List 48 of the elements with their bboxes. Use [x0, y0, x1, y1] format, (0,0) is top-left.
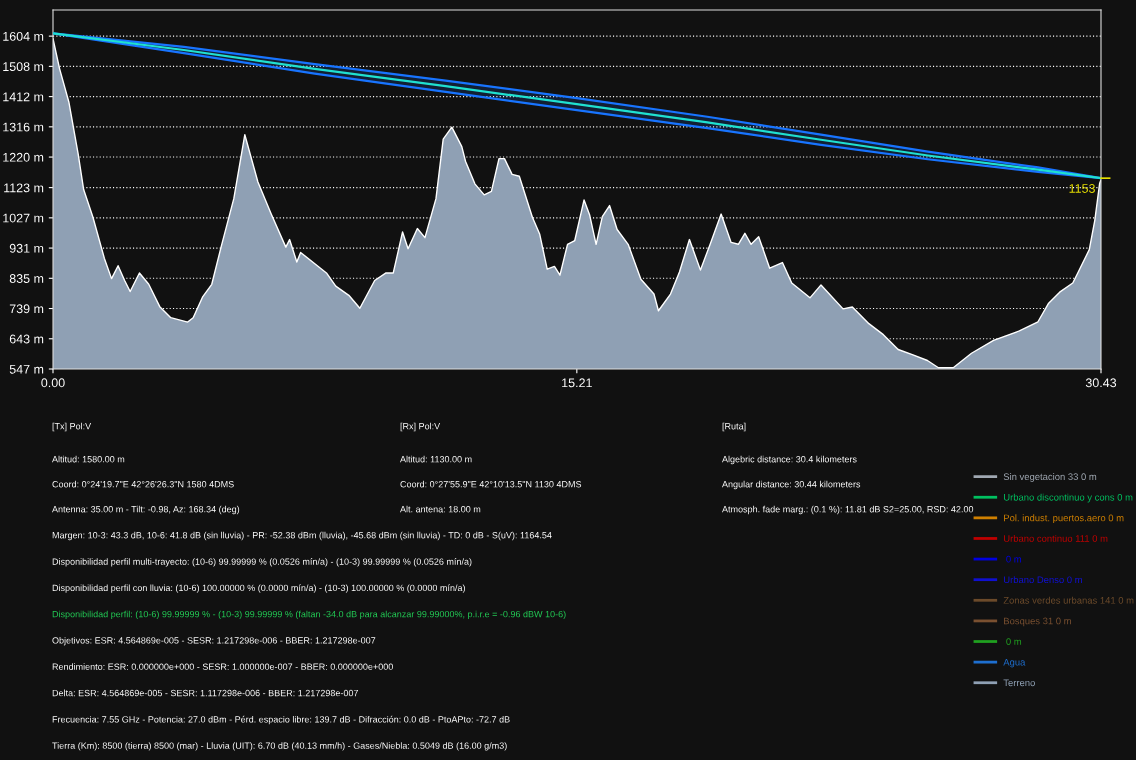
legend-label: 0 m — [1006, 638, 1022, 645]
x-tick-label: 0.00 — [41, 378, 65, 388]
y-tick-label: 1412 m — [3, 92, 44, 102]
legend-label: Urbano discontinuo y cons 0 m — [1004, 493, 1133, 503]
text: Alt. antena: 18.00 m — [400, 505, 481, 513]
text: Coord: 0°27'55.9"E 42°10'13.5"N 1130 4DMS — [400, 480, 582, 488]
text: Disponibilidad perfil: (10-6) 99.99999 % - (10-3) 99.99999 % (faltan -34.0 dB para alcanzar 99.99000%, p.i.r.e = -0.96 dBW 10-6) — [52, 610, 566, 620]
text: Altitud: 1130.00 m — [400, 455, 472, 463]
legend-label: Urbano Denso 0 m — [1004, 576, 1082, 584]
text: Algebric distance: 30.4 kilometers — [722, 455, 857, 465]
legend-label: Agua — [1003, 658, 1026, 668]
y-tick-label: 835 m — [9, 274, 44, 283]
y-tick-label: 1508 m — [3, 62, 44, 72]
text: Delta: ESR: 4.564869e-005 - SESR: 1.117298e-006 - BBER: 1.217298e-007 — [52, 689, 359, 697]
text: Angular distance: 30.44 kilometers — [722, 480, 861, 490]
legend-label: Sin vegetacion 33 0 m — [1003, 473, 1097, 482]
y-tick-label: 1316 m — [3, 122, 44, 132]
y-tick-label: 1123 m — [4, 183, 44, 193]
y-tick-label: 739 m — [9, 304, 44, 314]
legend-label: Pol. indust. puertos.aero 0 m — [1004, 514, 1124, 524]
text: Antenna: 35.00 m - Tilt: -0.98, Az: 168.34 (deg) — [52, 505, 240, 515]
text: Rendimiento: ESR: 0.000000e+000 - SESR: 1.000000e-007 - BBER: 0.000000e+000 — [52, 663, 393, 670]
text: Disponibilidad perfil con lluvia: (10-6) 100.00000 % (0.0000 mín/a) - (10-3) 100.00000 % (0.0000 mín/a) — [52, 584, 465, 593]
text: Disponibilidad perfil multi-trayecto: (10-6) 99.99999 % (0.0526 mín/a) - (10-3) 99.99999 % (0.0526 mín/a) — [52, 558, 472, 567]
y-tick-label: 1027 m — [3, 213, 44, 223]
annotation: 1153 — [1069, 184, 1095, 193]
x-tick-label: 30.43 — [1085, 378, 1117, 388]
text: [Ruta] — [722, 422, 746, 432]
y-tick-label: 547 m — [9, 364, 44, 374]
y-tick-label: 931 m — [9, 243, 44, 253]
text: Objetivos: ESR: 4.564869e-005 - SESR: 1.217298e-006 - BBER: 1.217298e-007 — [52, 636, 376, 646]
legend-label: 0 m — [1006, 555, 1022, 563]
text: [Tx] Pol:V — [52, 422, 92, 432]
legend-label: Bosques 31 0 m — [1004, 617, 1071, 627]
text: [Rx] Pol:V — [400, 422, 441, 432]
text: Margen: 10-3: 43.3 dB, 10-6: 41.8 dB (sin lluvia) - PR: -52.38 dBm (lluvia), -45.68 dBm (sin lluvia) - TD: 0 dB - S(uV): 1164.54 — [52, 531, 552, 541]
legend-label: Urbano continuo 111 0 m — [1004, 534, 1108, 542]
x-tick-label: 15.21 — [562, 378, 592, 388]
text: Tierra (Km): 8500 (tierra) 8500 (mar) - Lluvia (UIT): 6.70 dB (40.13 mm/h) - Gases/Niebla: 0.5049 dB (16.00 g/m3) — [52, 742, 507, 751]
text: Atmosph. fade marg.: (0.1 %): 11.81 dB S2=25.00, RSD: 42.00 — [722, 505, 974, 515]
y-tick-label: 643 m — [9, 334, 44, 344]
y-tick-label: 1604 m — [3, 31, 44, 41]
legend-label: Zonas verdes urbanas 141 0 m — [1003, 596, 1134, 604]
text: Frecuencia: 7.55 GHz - Potencia: 27.0 dBm - Pérd. espacio libre: 139.7 dB - Difracción: 0.0 dB - PtoAPto: -72.7 dB — [52, 715, 510, 725]
text: Altitud: 1580.00 m — [52, 455, 125, 463]
text: Coord: 0°24'19.7"E 42°26'26.3"N 1580 4DMS — [52, 480, 234, 488]
legend-label: Terreno — [1003, 679, 1035, 687]
y-tick-label: 1220 m — [3, 152, 44, 162]
